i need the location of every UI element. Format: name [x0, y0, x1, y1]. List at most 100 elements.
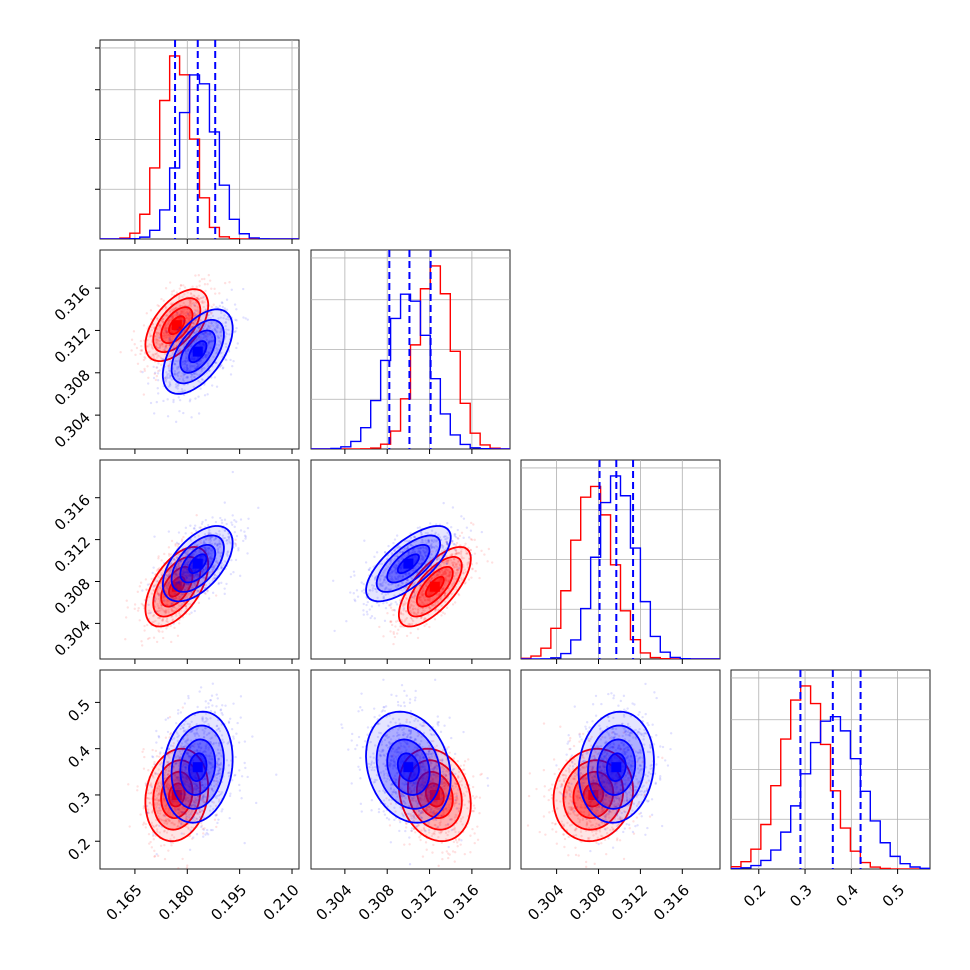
sample-point	[408, 571, 411, 574]
sample-point	[169, 318, 172, 321]
sample-point	[219, 334, 223, 337]
sample-point	[420, 538, 424, 541]
sample-point	[197, 297, 200, 301]
sample-point	[154, 352, 157, 356]
sample-point	[143, 755, 146, 759]
sample-point	[201, 296, 204, 300]
sample-point	[411, 608, 414, 611]
sample-point	[170, 562, 173, 565]
sample-point	[444, 573, 447, 576]
sample-point	[168, 369, 171, 373]
sample-point	[195, 797, 198, 800]
sample-point	[193, 749, 196, 753]
sample-point	[412, 612, 416, 616]
sample-point	[235, 534, 239, 538]
sample-point	[446, 536, 449, 540]
sample-point	[161, 357, 165, 361]
sample-point	[194, 319, 197, 322]
sample-point	[197, 573, 200, 576]
sample-point	[187, 560, 191, 564]
sample-point	[246, 552, 249, 555]
sample-point	[234, 538, 237, 542]
sample-point	[446, 569, 450, 572]
sample-point	[405, 548, 408, 551]
sample-point	[380, 582, 384, 585]
sample-point	[207, 364, 210, 368]
sample-point	[233, 303, 237, 306]
sample-point	[185, 352, 188, 356]
sample-point	[187, 312, 190, 316]
sample-point	[169, 339, 172, 342]
sample-point	[143, 629, 146, 632]
sample-point	[362, 582, 365, 586]
sample-point	[368, 588, 371, 592]
sample-point	[437, 567, 441, 571]
sample-point	[169, 562, 173, 565]
sample-point	[192, 581, 196, 585]
sample-point	[443, 548, 446, 552]
sample-point	[190, 531, 193, 535]
sample-point	[176, 387, 179, 390]
sample-point	[215, 331, 218, 334]
sample-point	[217, 582, 220, 586]
sample-point	[167, 783, 171, 786]
sample-point	[408, 622, 411, 626]
sample-point	[478, 576, 481, 580]
sample-point	[439, 564, 442, 567]
sample-point	[178, 755, 181, 759]
sample-point	[158, 785, 162, 789]
sample-point	[135, 346, 139, 350]
sample-point	[189, 539, 193, 542]
sample-point	[187, 369, 191, 373]
sample-point	[177, 819, 181, 822]
sample-point	[199, 387, 202, 390]
sample-point	[184, 357, 188, 360]
sample-point	[409, 543, 413, 547]
sample-point	[202, 305, 205, 309]
sample-point	[178, 304, 182, 307]
sample-point	[207, 597, 211, 600]
sample-point	[441, 611, 445, 614]
contour-line-series-0	[160, 565, 194, 608]
sample-point	[212, 565, 216, 568]
sample-point	[184, 532, 187, 535]
sample-point	[392, 632, 396, 636]
sample-point	[442, 587, 445, 590]
sample-point	[454, 552, 457, 556]
sample-point	[186, 552, 189, 556]
sample-point	[169, 303, 173, 306]
sample-point	[406, 587, 409, 591]
sample-point	[181, 390, 184, 393]
sample-point	[208, 570, 211, 574]
sample-point	[453, 561, 456, 565]
sample-point	[457, 568, 460, 571]
sample-point	[204, 334, 208, 337]
sample-point	[147, 612, 150, 615]
sample-point	[443, 594, 447, 597]
sample-point	[183, 570, 186, 574]
sample-point	[421, 575, 424, 578]
sample-point	[218, 331, 222, 334]
sample-point	[170, 378, 174, 381]
sample-point	[137, 606, 140, 610]
contour-line-series-0	[416, 566, 454, 608]
sample-point	[172, 823, 175, 826]
sample-point	[140, 602, 144, 606]
sample-point	[146, 637, 150, 641]
sample-point	[181, 372, 184, 375]
sample-point	[175, 580, 178, 583]
sample-point	[451, 563, 455, 566]
sample-point	[215, 544, 219, 547]
contour-line-series-1	[161, 308, 234, 395]
sample-point	[415, 591, 419, 594]
sample-point	[180, 334, 183, 337]
sample-point	[184, 779, 187, 782]
sample-point	[213, 573, 216, 577]
sample-point	[456, 568, 459, 572]
sample-point	[182, 568, 185, 572]
sample-point	[234, 542, 238, 546]
sample-point	[171, 352, 174, 356]
sample-point	[445, 543, 449, 546]
sample-point	[160, 363, 163, 367]
sample-point	[216, 550, 220, 553]
